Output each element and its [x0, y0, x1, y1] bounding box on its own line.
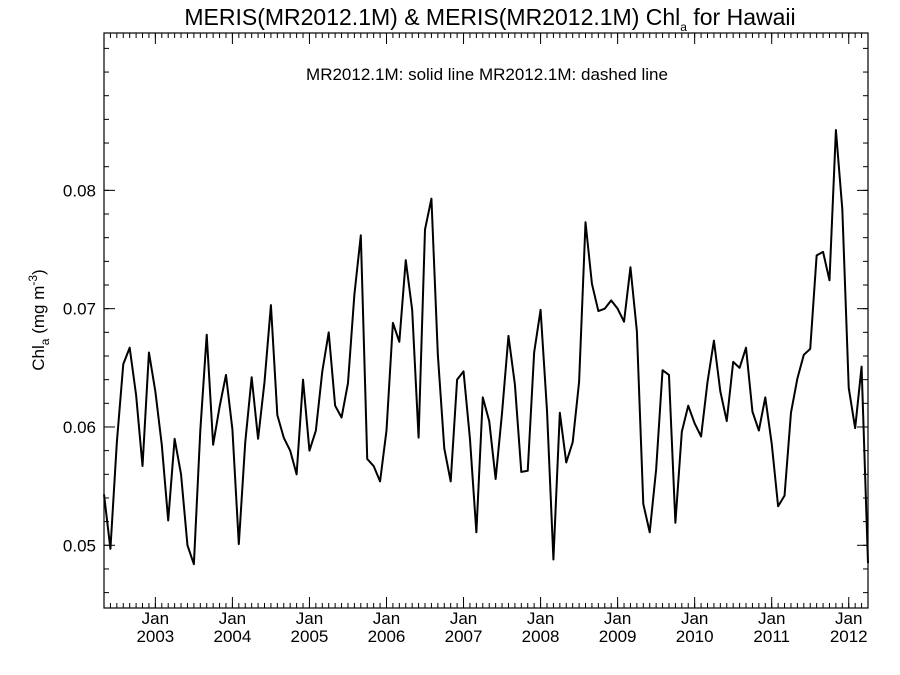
x-tick-month-label: Jan: [835, 609, 862, 628]
series-legend-note: MR2012.1M: solid line MR2012.1M: dashed …: [306, 65, 668, 84]
x-tick-month-label: Jan: [296, 609, 323, 628]
x-tick-month-label: Jan: [758, 609, 785, 628]
y-tick-label: 0.07: [63, 300, 96, 319]
x-tick-month-label: Jan: [604, 609, 631, 628]
x-tick-month-label: Jan: [373, 609, 400, 628]
x-tick-year-label: 2011: [753, 627, 790, 646]
x-tick-year-label: 2009: [599, 627, 637, 646]
x-tick-month-label: Jan: [219, 609, 246, 628]
axes: [103, 32, 869, 609]
x-tick-year-label: 2005: [291, 627, 329, 646]
x-tick-year-label: 2008: [522, 627, 560, 646]
x-tick-year-label: 2012: [830, 627, 868, 646]
x-tick-year-label: 2006: [368, 627, 406, 646]
y-tick-label: 0.05: [63, 536, 96, 555]
ticks: 0.050.060.070.08Jan2003Jan2004Jan2005Jan…: [63, 33, 868, 646]
y-tick-label: 0.08: [63, 181, 96, 200]
y-tick-label: 0.06: [63, 418, 96, 437]
series-lines: [103, 129, 869, 566]
x-tick-month-label: Jan: [142, 609, 169, 628]
plot-frame: [103, 32, 869, 609]
x-tick-month-label: Jan: [527, 609, 554, 628]
y-axis-label: Chla (mg m-3): [26, 269, 52, 370]
series-line-mr2012-1m: [103, 129, 869, 566]
x-tick-year-label: 2010: [676, 627, 714, 646]
x-tick-year-label: 2003: [136, 627, 174, 646]
x-tick-month-label: Jan: [450, 609, 477, 628]
x-tick-year-label: 2007: [445, 627, 483, 646]
chart-title: MERIS(MR2012.1M) & MERIS(MR2012.1M) Chla…: [184, 4, 795, 34]
x-tick-month-label: Jan: [681, 609, 708, 628]
x-tick-year-label: 2004: [213, 627, 251, 646]
